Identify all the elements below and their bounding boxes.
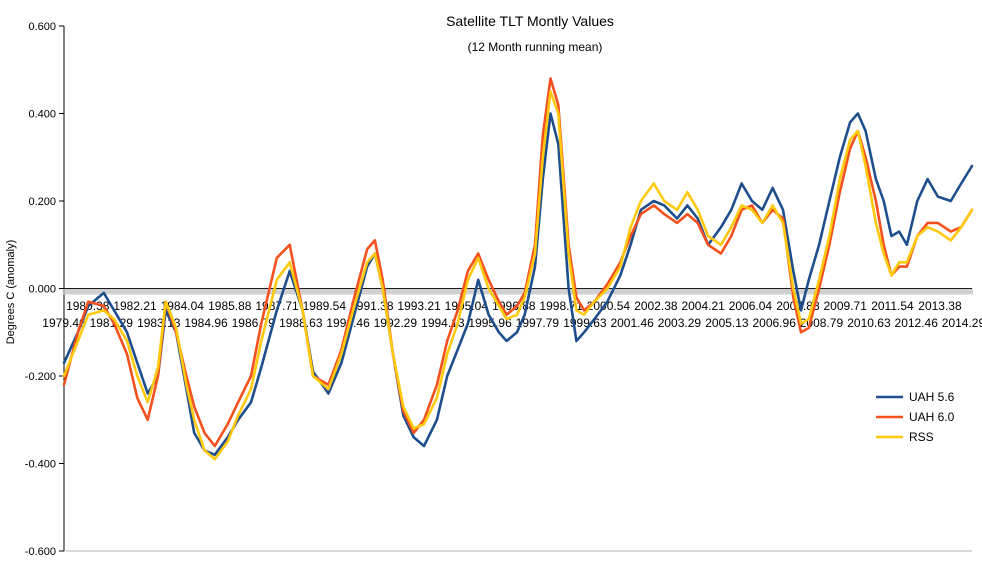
y-axis-label: Degrees C (anomaly) — [5, 240, 17, 345]
x-tick-label: 1986.79 — [232, 316, 276, 330]
legend-label: RSS — [909, 430, 934, 444]
legend-label: UAH 6.0 — [909, 410, 955, 424]
legend-label: UAH 5.6 — [909, 390, 955, 404]
y-tick-label: 0.600 — [28, 21, 56, 33]
x-tick-label: 2010.63 — [847, 316, 891, 330]
x-tick-label: 2006.04 — [729, 299, 773, 313]
x-tick-label: 2002.38 — [634, 299, 678, 313]
series-group — [62, 77, 974, 461]
x-tick-label: 1995.96 — [468, 316, 512, 330]
x-tick-label: 1997.79 — [516, 316, 560, 330]
x-tick-label: 1984.96 — [184, 316, 228, 330]
legend-item-uah-5-6: UAH 5.6 — [876, 390, 955, 404]
x-tick-label: 1993.21 — [397, 299, 441, 313]
legend-item-uah-6-0: UAH 6.0 — [876, 410, 955, 424]
chart-subtitle: (12 Month running mean) — [468, 40, 603, 54]
x-tick-label: 2001.46 — [610, 316, 654, 330]
x-tick-label: 2011.54 — [871, 299, 914, 313]
x-tick-label: 1995.04 — [445, 299, 489, 313]
x-tick-label: 2004.21 — [681, 299, 725, 313]
x-tick-label: 1991.38 — [350, 299, 394, 313]
y-tick-label: -0.400 — [25, 459, 56, 471]
x-tick-label: 1985.88 — [208, 299, 252, 313]
chart-title: Satellite TLT Montly Values — [446, 13, 614, 29]
x-axis-ticks: 1980.38 1982.21 1984.04 1985.88 1987.71 1989.… — [42, 299, 982, 330]
axes — [63, 26, 973, 552]
x-tick-label: 1992.29 — [374, 316, 418, 330]
x-tick-label: 2006.96 — [752, 316, 796, 330]
x-tick-label: 1999.63 — [563, 316, 607, 330]
y-tick-label: 0.200 — [28, 196, 56, 208]
x-tick-label: 1989.54 — [303, 299, 347, 313]
x-tick-label: 2000.54 — [587, 299, 631, 313]
y-tick-label: -0.600 — [25, 546, 56, 558]
x-tick-label: 2012.46 — [895, 316, 939, 330]
x-tick-label: 1982.21 — [113, 299, 157, 313]
x-axis-minor-ticks — [63, 288, 973, 295]
y-tick-label: 0.000 — [28, 284, 56, 296]
legend-item-rss: RSS — [876, 430, 934, 444]
y-tick-label: -0.200 — [25, 371, 56, 383]
x-tick-label: 1984.04 — [161, 299, 205, 313]
x-tick-label: 2003.29 — [658, 316, 702, 330]
x-tick-label: 1988.63 — [279, 316, 323, 330]
x-tick-label: 2013.38 — [918, 299, 962, 313]
series-line-uah-6-0 — [62, 77, 974, 448]
series-line-rss — [62, 90, 974, 461]
legend: UAH 5.6 UAH 6.0 RSS — [876, 390, 955, 444]
series-line-uah-5-6 — [62, 112, 974, 457]
x-tick-label: 2014.29 — [942, 316, 982, 330]
x-tick-label: 2005.13 — [705, 316, 749, 330]
x-tick-label: 1979.46 — [42, 316, 86, 330]
x-tick-label: 2009.71 — [824, 299, 868, 313]
y-axis-ticks: 0.600 0.400 0.200 0.000 -0.200 -0.400 -0.600 — [25, 21, 64, 558]
y-tick-label: 0.400 — [28, 109, 56, 121]
